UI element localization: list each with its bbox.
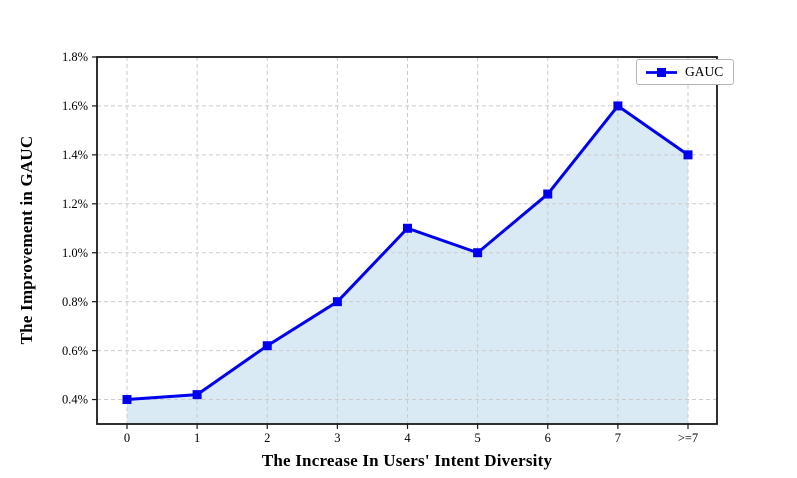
legend-label: GAUC: [685, 64, 724, 79]
x-tick-label: 5: [475, 431, 481, 445]
data-point-marker: [683, 150, 693, 160]
y-tick-label: 1.6%: [62, 99, 88, 113]
data-point-marker: [262, 341, 272, 351]
x-tick-label: 0: [124, 431, 130, 445]
x-tick-label: 2: [264, 431, 270, 445]
x-tick-label: 4: [404, 431, 411, 445]
y-tick-label: 0.8%: [62, 295, 88, 309]
area-fill: [127, 105, 688, 424]
x-tick-label: 1: [194, 431, 200, 445]
y-tick-label: 1.4%: [62, 148, 88, 162]
data-point-marker: [192, 390, 202, 400]
x-axis-title: The Increase In Users' Intent Diversity: [261, 451, 553, 470]
legend: GAUC: [636, 59, 735, 85]
data-point-marker: [473, 248, 483, 258]
data-point-marker: [403, 223, 412, 233]
data-point-marker: [122, 395, 132, 405]
data-point-marker: [613, 101, 623, 111]
y-tick-label: 1.8%: [62, 50, 88, 64]
legend-line-marker-icon: [646, 67, 677, 77]
y-tick-label: 0.4%: [62, 393, 88, 407]
x-tick-label: >=7: [678, 431, 698, 445]
data-point-marker: [543, 189, 553, 199]
y-tick-label: 1.2%: [62, 197, 88, 211]
y-axis-title: The Improvement in GAUC: [17, 135, 36, 345]
x-tick-label: 7: [615, 431, 621, 445]
y-tick-label: 1.0%: [62, 246, 88, 260]
data-point-marker: [332, 297, 342, 307]
x-tick-label: 6: [545, 431, 551, 445]
y-tick-label: 0.6%: [62, 344, 88, 358]
x-tick-label: 3: [334, 431, 340, 445]
